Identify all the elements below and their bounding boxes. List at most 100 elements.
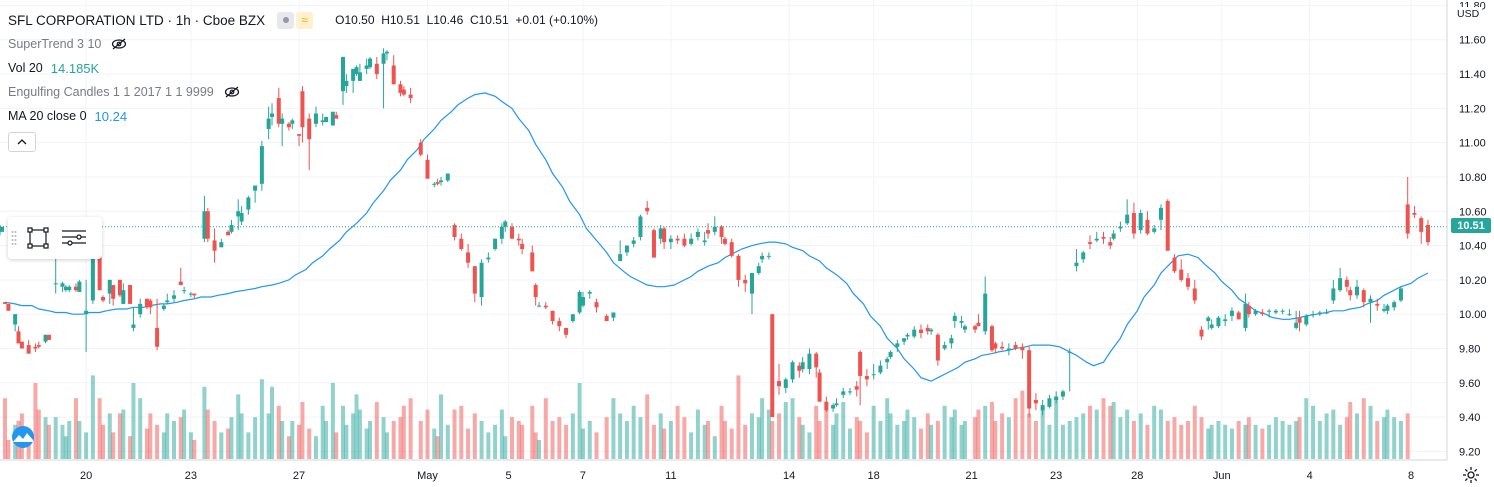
- candle: [503, 219, 508, 232]
- volume-bar: [962, 421, 967, 459]
- candle: [1152, 224, 1157, 234]
- volume-bar: [510, 417, 514, 459]
- candle-body: [1027, 350, 1032, 409]
- candle-body: [351, 68, 356, 81]
- indicator-engulfing[interactable]: Engulfing Candles 1 1 2017 1 1 9999: [8, 80, 598, 104]
- rectangle-tool-button[interactable]: [20, 220, 56, 256]
- volume-bar: [161, 432, 166, 459]
- floating-drawing-toolbar[interactable]: [8, 217, 102, 259]
- candle: [1101, 231, 1106, 244]
- volume-bar: [344, 424, 349, 459]
- volume-bar: [148, 413, 153, 459]
- candle: [320, 113, 325, 126]
- candle: [63, 285, 68, 292]
- indicator-volume[interactable]: Vol 20 14.185K: [8, 56, 598, 80]
- lines-tool-button[interactable]: [56, 220, 92, 256]
- symbol-title[interactable]: SFL CORPORATION LTD · 1h · Cboe BZX: [8, 13, 265, 28]
- volume-bar: [1253, 424, 1258, 459]
- candle-body: [516, 238, 521, 241]
- volume-bar: [1118, 417, 1123, 459]
- volume-bar: [902, 421, 907, 459]
- volume-bar: [1297, 417, 1302, 459]
- candle-body: [1304, 315, 1309, 325]
- indicator-supertrend[interactable]: SuperTrend 3 10: [8, 32, 598, 56]
- candle-body: [503, 221, 508, 227]
- price-tick-label: 11.00: [1459, 138, 1486, 150]
- hidden-eye-icon[interactable]: [111, 38, 127, 50]
- volume-bar: [111, 432, 116, 459]
- candle-body: [662, 228, 667, 243]
- candle: [212, 228, 217, 263]
- candle: [330, 111, 335, 126]
- volume-bar: [391, 421, 396, 459]
- volume-bar: [67, 421, 72, 459]
- candle-body: [550, 310, 555, 322]
- candle-body: [993, 343, 998, 349]
- candle-body: [107, 279, 112, 294]
- candle: [1020, 343, 1025, 359]
- candle: [1145, 211, 1150, 236]
- candle-body: [1405, 204, 1410, 234]
- indicator-label: MA 20 close 0: [8, 109, 87, 123]
- volume-bar: [814, 405, 819, 459]
- candle: [300, 86, 305, 143]
- candle-body: [729, 242, 734, 256]
- volume-bar: [550, 421, 555, 459]
- volume-bar: [800, 424, 805, 459]
- candle: [1165, 199, 1170, 251]
- candle-body: [364, 65, 369, 69]
- volume-bar: [138, 398, 143, 459]
- candle-body: [381, 53, 386, 64]
- candle-body: [270, 113, 275, 117]
- candle-body: [101, 297, 106, 301]
- tradingview-logo-icon[interactable]: [7, 425, 39, 449]
- volume-bar: [239, 413, 244, 459]
- candle-body: [148, 300, 153, 308]
- price-tick-label: 9.60: [1459, 378, 1480, 390]
- gear-icon[interactable]: [1462, 466, 1480, 484]
- time-axis[interactable]: 20 23 27 May 5 7 11 14 18 21 23 28 Jun 4 8: [0, 459, 1447, 482]
- candle: [756, 262, 761, 275]
- candle-body: [445, 173, 450, 181]
- volume-bar: [682, 417, 687, 459]
- candle: [1304, 314, 1309, 327]
- volume-bar: [1385, 409, 1390, 459]
- candle-body: [989, 326, 994, 351]
- candle: [192, 293, 197, 299]
- candle: [439, 176, 444, 186]
- candle: [1158, 204, 1163, 231]
- candle-body: [1287, 314, 1292, 316]
- hidden-eye-icon[interactable]: [224, 86, 240, 98]
- candle-body: [452, 224, 457, 238]
- volume-bar: [1131, 421, 1136, 459]
- drag-handle-icon[interactable]: [8, 230, 20, 246]
- volume-bar: [1060, 424, 1065, 459]
- candle: [807, 348, 812, 375]
- candle-body: [1209, 324, 1214, 328]
- candle-body: [564, 327, 569, 335]
- volume-bar: [384, 432, 389, 459]
- candle-body: [530, 252, 535, 272]
- volume-bar: [1260, 428, 1265, 459]
- volume-bar: [1094, 409, 1099, 459]
- candle: [1186, 273, 1190, 291]
- volume-bar: [226, 428, 231, 459]
- candle-body: [1186, 278, 1190, 287]
- volume-bar: [128, 436, 133, 459]
- time-tick-label: 8: [1408, 470, 1414, 482]
- collapse-legend-button[interactable]: [8, 132, 36, 152]
- volume-bar: [689, 432, 694, 459]
- currency-label: USD: [1454, 7, 1483, 21]
- candle-body: [1118, 226, 1123, 229]
- volume-bar: [445, 424, 450, 459]
- candle-body: [16, 331, 21, 344]
- candle-body: [131, 324, 136, 328]
- volume-bar: [1192, 405, 1197, 459]
- candle-body: [493, 238, 498, 250]
- chart-mode-icon[interactable]: [277, 11, 295, 29]
- compare-icon[interactable]: ≈: [296, 11, 314, 29]
- candle-body: [807, 353, 812, 370]
- indicator-ma[interactable]: MA 20 close 0 10.24: [8, 104, 598, 128]
- volume-bar: [324, 421, 329, 459]
